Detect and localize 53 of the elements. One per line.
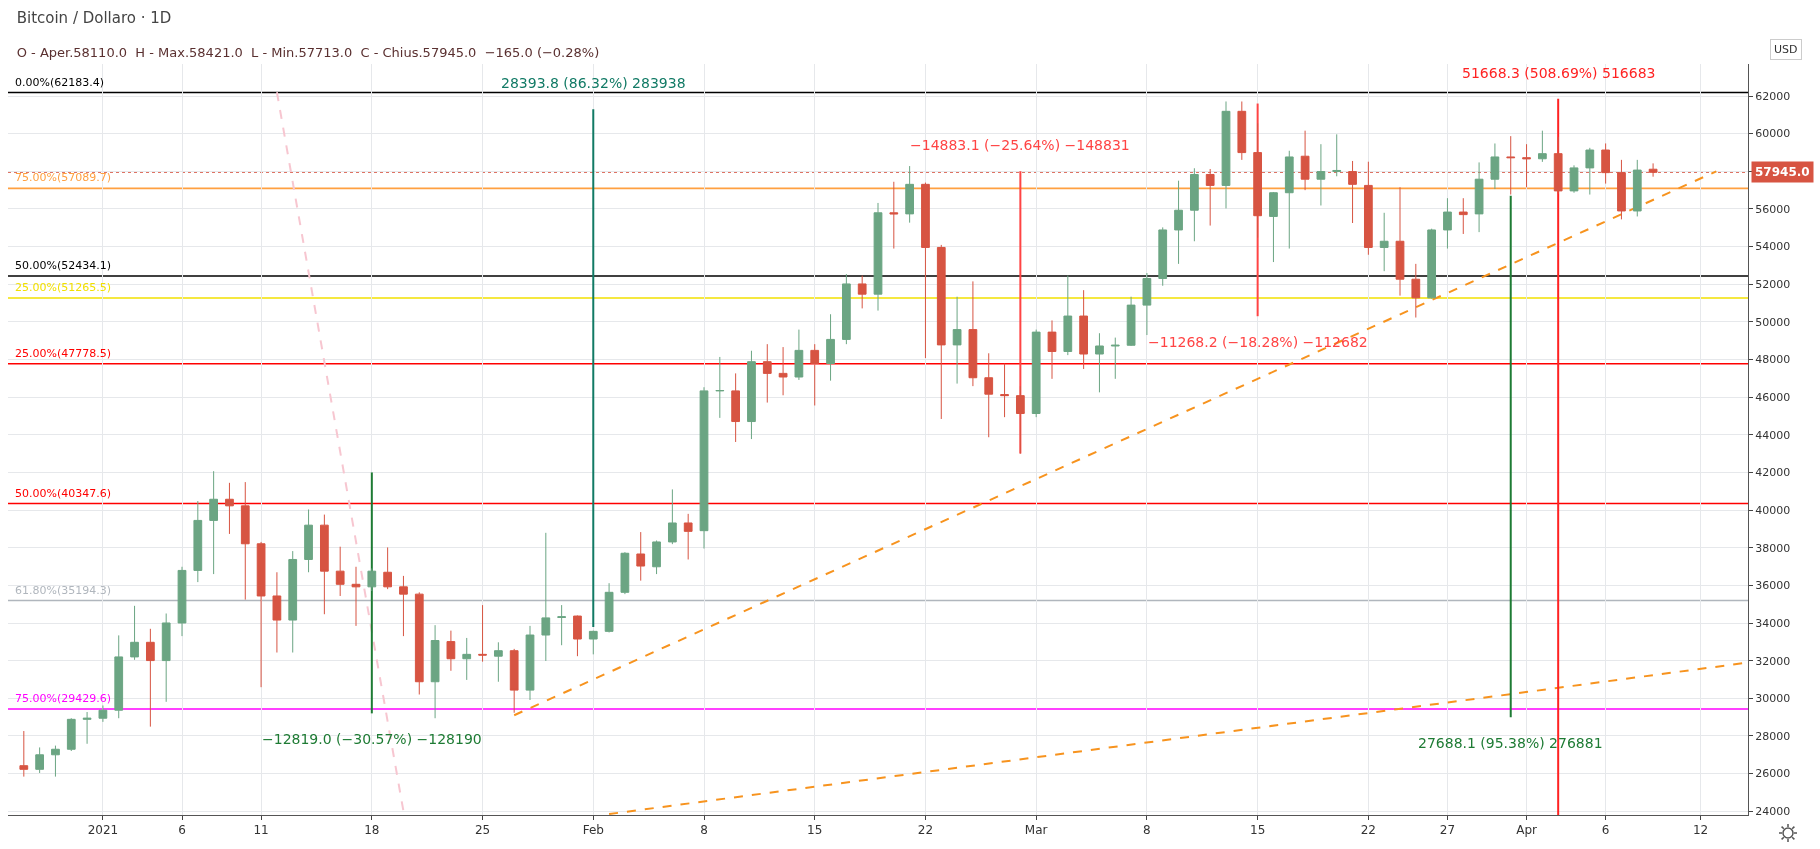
x-tick-label: 15 — [807, 823, 823, 838]
x-tick-label: Mar — [1024, 823, 1048, 838]
y-tick-label: 40000 — [1755, 503, 1791, 517]
ref-line-label: 0.00%(62183.4) — [15, 76, 105, 89]
ref-line-label: 50.00%(40347.6) — [15, 487, 112, 500]
x-tick-label: 8 — [1143, 823, 1151, 838]
y-tick-label: 62000 — [1755, 89, 1791, 103]
chart-subtitle: O - Aper.58110.0 H - Max.58421.0 L - Min.57713.0 C - Chius.57945.0 −165.0 (−0.28%) — [16, 45, 600, 61]
annotation: −12819.0 (−30.57%) −128190 — [262, 731, 482, 747]
x-tick-label: Apr — [1516, 823, 1537, 838]
x-tick-label: 12 — [1692, 823, 1709, 838]
annotation: −11268.2 (−18.28%) −112682 — [1148, 334, 1368, 350]
x-tick-label: 25 — [474, 823, 491, 838]
annotation: 51668.3 (508.69%) 516683 — [1462, 65, 1656, 81]
y-axis-title: USD — [1774, 43, 1798, 56]
x-tick-label: 22 — [917, 823, 934, 838]
y-tick-label: 30000 — [1755, 692, 1791, 706]
y-tick-label: 42000 — [1755, 466, 1791, 480]
ref-line-label: 75.00%(57089.7) — [15, 171, 112, 184]
annotation: −14883.1 (−25.64%) −148831 — [910, 137, 1130, 153]
y-tick-label: 52000 — [1755, 278, 1791, 292]
x-tick-label: 22 — [1360, 823, 1376, 838]
y-tick-label: 60000 — [1755, 127, 1791, 141]
y-tick-label: 38000 — [1755, 541, 1791, 555]
ref-line-label: 61.80%(35194.3) — [15, 584, 112, 597]
y-tick-label: 54000 — [1755, 240, 1791, 254]
x-tick-label: 11 — [253, 823, 269, 838]
x-tick-label: 27 — [1439, 823, 1456, 838]
x-tick-label: 2021 — [87, 823, 119, 838]
x-tick-label: Feb — [582, 823, 604, 838]
x-tick-label: 15 — [1250, 823, 1266, 838]
y-tick-label: 34000 — [1755, 616, 1791, 630]
y-tick-label: 24000 — [1755, 805, 1791, 819]
y-tick-label: 46000 — [1755, 391, 1791, 404]
ref-line-label: 25.00%(51265.5) — [15, 281, 112, 294]
x-tick-label: 8 — [700, 823, 708, 838]
y-tick-label: 50000 — [1755, 315, 1791, 329]
y-tick-label: 36000 — [1755, 579, 1791, 593]
y-tick-label: 48000 — [1755, 353, 1791, 367]
ref-line-label: 25.00%(47778.5) — [15, 347, 112, 360]
y-tick-label: 28000 — [1755, 729, 1791, 743]
ref-line-label: 50.00%(52434.1) — [15, 259, 112, 272]
y-tick-label: 56000 — [1755, 202, 1791, 216]
chart-title: Bitcoin / Dollaro · 1D — [16, 9, 172, 28]
x-tick-label: 18 — [364, 823, 380, 838]
ref-line-label: 75.00%(29429.6) — [15, 692, 112, 705]
x-tick-label: 6 — [1601, 823, 1610, 838]
y-tick-label: 44000 — [1755, 428, 1791, 442]
annotation: 28393.8 (86.32%) 283938 — [501, 75, 686, 91]
y-tick-label: 32000 — [1755, 654, 1791, 668]
x-tick-label: 6 — [178, 823, 186, 838]
ref-line-label: 57945.0 — [1755, 165, 1810, 179]
y-tick-label: 26000 — [1755, 767, 1791, 781]
